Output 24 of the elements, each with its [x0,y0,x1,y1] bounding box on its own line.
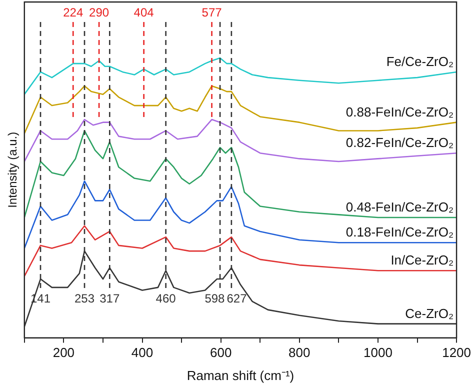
x-tick-label: 600 [210,345,232,360]
x-axis-title: Raman shift (cm⁻¹) [186,368,294,383]
series-label: 0.82-FeIn/Ce-ZrO₂ [346,135,454,150]
ref-line-label: 598 [204,291,226,306]
series-label: 0.88-FeIn/Ce-ZrO₂ [346,104,454,120]
series-label: 0.18-FeIn/Ce-ZrO₂ [346,224,454,240]
ref-line-label: 577 [202,5,222,20]
x-tick-label: 200 [52,345,75,360]
x-tick-label: 1000 [364,345,392,360]
series-label: In/Ce-ZrO₂ [390,252,454,268]
ref-line-label: 627 [226,291,248,306]
series-label: Fe/Ce-ZrO₂ [386,54,454,70]
ref-line-label: 317 [100,291,120,306]
y-axis-title: Intensity (a.u.) [6,132,20,208]
x-tick-label: 1200 [442,345,471,360]
series-label: Ce-ZrO₂ [405,306,454,321]
ref-line-label: 404 [134,5,154,20]
ref-line-label: 460 [156,291,176,306]
ref-line-label: 290 [89,5,110,20]
x-tick-label: 800 [288,345,310,360]
series-label: 0.48-FeIn/Ce-ZrO₂ [346,200,454,215]
ref-line-label: 224 [63,5,84,20]
x-tick-label: 400 [131,345,154,360]
ref-line-label: 253 [74,291,95,306]
